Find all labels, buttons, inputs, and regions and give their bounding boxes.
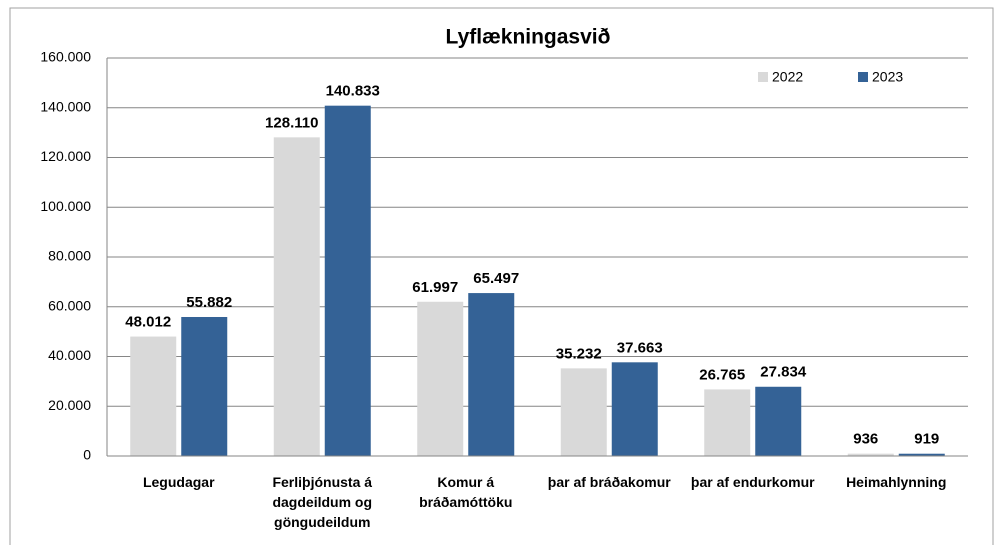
y-tick-label: 100.000 <box>40 198 91 214</box>
y-tick-label: 120.000 <box>40 148 91 164</box>
data-label: 48.012 <box>125 314 171 331</box>
chart-title: Lyflækningasvið <box>446 26 611 49</box>
x-tick-label: Legudagar <box>142 474 215 490</box>
x-tick-label: Heimahlynning <box>846 474 947 490</box>
data-label: 936 <box>853 431 878 448</box>
x-tick-label: þar af bráðakomur <box>547 474 671 490</box>
y-tick-label: 20.000 <box>48 397 91 413</box>
data-label: 140.833 <box>326 83 380 100</box>
legend-swatch <box>758 72 768 82</box>
x-tick-label: Komur á bráðamóttöku <box>419 474 513 510</box>
legend-label: 2023 <box>872 69 903 85</box>
x-tick-label: Ferliþjónusta á dagdeildum og göngudeild… <box>272 474 373 530</box>
data-label: 61.997 <box>412 279 458 296</box>
data-label: 919 <box>914 431 939 448</box>
legend-label: 2022 <box>772 69 803 85</box>
data-label: 26.765 <box>699 366 745 383</box>
y-tick-label: 40.000 <box>48 347 91 363</box>
y-tick-label: 80.000 <box>48 248 91 264</box>
bar <box>755 386 802 456</box>
legend-swatch <box>858 72 868 82</box>
y-tick-label: 0 <box>83 447 91 463</box>
data-label: 55.882 <box>186 294 232 311</box>
bar <box>181 316 228 456</box>
y-tick-label: 60.000 <box>48 297 91 313</box>
bar <box>847 453 894 456</box>
bar <box>417 301 464 456</box>
chart-border <box>9 7 994 545</box>
bar <box>560 368 607 456</box>
data-label: 65.497 <box>473 270 519 287</box>
y-tick-label: 160.000 <box>40 49 91 65</box>
bar <box>704 389 751 456</box>
data-label: 27.834 <box>760 364 807 381</box>
bar <box>611 362 658 456</box>
bar <box>468 293 515 456</box>
x-tick-label: þar af endurkomur <box>690 474 815 490</box>
data-label: 128.110 <box>265 114 318 131</box>
y-tick-label: 140.000 <box>40 98 91 114</box>
data-label: 35.232 <box>556 345 602 362</box>
bar <box>324 105 371 456</box>
data-label: 37.663 <box>617 339 663 356</box>
bar <box>273 137 320 457</box>
bar <box>130 336 177 456</box>
bar <box>898 453 945 456</box>
